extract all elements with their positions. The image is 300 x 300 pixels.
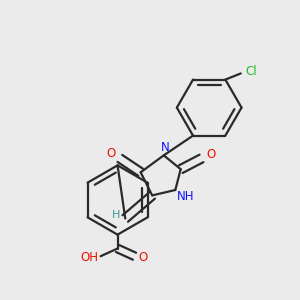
- Text: O: O: [106, 147, 115, 160]
- Text: N: N: [161, 141, 170, 154]
- Text: OH: OH: [81, 251, 99, 264]
- Text: NH: NH: [177, 190, 194, 203]
- Text: O: O: [206, 148, 215, 161]
- Text: Cl: Cl: [246, 65, 257, 78]
- Text: H: H: [112, 210, 120, 220]
- Text: O: O: [138, 251, 148, 264]
